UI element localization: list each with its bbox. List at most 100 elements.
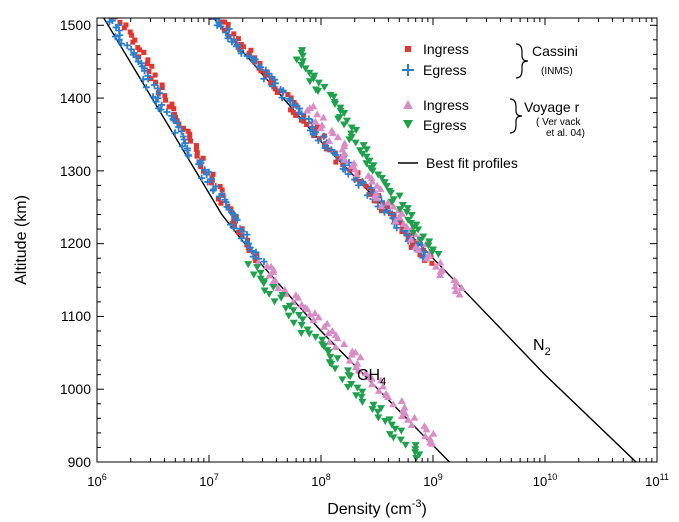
- best-fit-lines: [103, 18, 637, 462]
- voyager-ingress-point: [351, 165, 360, 173]
- cassini-egress-point: [292, 101, 300, 109]
- voyager-egress-point: [326, 353, 335, 361]
- cassini-ingress-point: [274, 89, 280, 95]
- legend-label-voyager-ingress: Ingress: [423, 97, 469, 113]
- legend-group-voyager: Voyage r: [524, 99, 580, 115]
- cassini-egress-point: [106, 18, 114, 26]
- cassini-ingress-point: [285, 92, 291, 98]
- y-tick-label: 1000: [60, 381, 91, 397]
- voyager-ingress-point: [368, 177, 377, 185]
- voyager-ingress-point: [389, 400, 398, 408]
- voyager-ingress-point: [324, 329, 333, 337]
- voyager-ingress-point: [398, 412, 407, 420]
- cassini-ingress-point: [219, 187, 225, 193]
- voyager-egress-point: [351, 139, 360, 147]
- cassini-ingress-point: [258, 68, 264, 74]
- voyager-egress-point: [353, 384, 362, 392]
- voyager-ingress-point: [451, 287, 460, 295]
- cassini-egress-point: [248, 247, 256, 255]
- voyager-egress-point: [320, 84, 329, 92]
- y-tick-label: 1500: [60, 17, 91, 33]
- voyager-egress-point: [292, 56, 301, 64]
- cassini-ingress-point: [141, 49, 147, 55]
- cassini-egress-point: [332, 151, 340, 159]
- voyager-ingress-point: [309, 316, 318, 324]
- voyager-egress-point: [382, 182, 391, 190]
- voyager-ingress-point: [320, 322, 329, 330]
- cassini-egress-point: [215, 193, 223, 201]
- voyager-ingress-point: [457, 283, 466, 291]
- voyager-egress-point: [277, 294, 286, 302]
- voyager-egress-point: [369, 401, 378, 409]
- voyager-ingress-point: [367, 174, 376, 182]
- cassini-egress-point: [257, 63, 265, 71]
- cassini-egress-point: [123, 41, 131, 49]
- voyager-egress-point: [373, 408, 382, 416]
- voyager-ingress-point: [421, 432, 430, 440]
- cassini-ingress-point: [272, 86, 278, 92]
- voyager-egress-point: [356, 147, 365, 155]
- voyager-egress-point: [362, 146, 371, 154]
- voyager-ingress-point: [265, 271, 274, 279]
- voyager-ingress-point: [377, 202, 386, 210]
- cassini-ingress-point: [208, 180, 214, 186]
- cassini-egress-point: [320, 132, 328, 140]
- cassini-ingress-point: [264, 72, 270, 78]
- cassini-ingress-point: [397, 220, 403, 226]
- voyager-egress-point: [368, 167, 377, 175]
- voyager-egress-point: [401, 441, 410, 449]
- cassini-egress-point: [380, 208, 388, 216]
- voyager-egress-point: [380, 179, 389, 187]
- cassini-egress-point: [201, 166, 209, 174]
- x-tick-label: 109: [423, 472, 442, 489]
- voyager-ingress-point: [431, 262, 440, 270]
- voyager-egress-point: [389, 434, 398, 442]
- x-tick-label: 1011: [645, 472, 669, 489]
- cassini-egress-point: [233, 216, 241, 224]
- cassini-ingress-point: [240, 44, 246, 50]
- cassini-egress-point: [286, 97, 294, 105]
- voyager-ingress-point: [328, 129, 337, 137]
- cassini-ingress-point: [413, 239, 419, 245]
- cassini-egress-point: [309, 131, 317, 139]
- voyager-egress-point: [297, 329, 306, 337]
- voyager-ingress-point: [436, 271, 445, 279]
- y-tick-label: 1400: [60, 90, 91, 106]
- cassini-egress-point: [217, 22, 225, 30]
- legend-brace-cassini: [515, 43, 529, 79]
- voyager-ingress-point: [436, 267, 445, 275]
- cassini-egress-point: [117, 40, 125, 48]
- cassini-ingress-point: [301, 112, 307, 118]
- voyager-egress-point: [343, 117, 352, 125]
- voyager-egress-point: [289, 319, 298, 327]
- cassini-egress-point: [228, 38, 236, 46]
- voyager-egress-point: [311, 333, 320, 341]
- legend: Ingress Egress Cassini (INMS) Ingress Eg…: [398, 41, 585, 171]
- cassini-ingress-point: [144, 61, 150, 67]
- voyager-egress-point: [358, 150, 367, 158]
- legend-group-cassini: Cassini: [532, 43, 578, 59]
- voyager-ingress-point: [422, 425, 431, 433]
- cassini-egress-point: [341, 166, 349, 174]
- voyager-ingress-point: [345, 356, 354, 364]
- voyager-egress-point: [376, 405, 385, 413]
- cassini-ingress-point: [112, 18, 118, 20]
- voyager-egress-point: [411, 449, 420, 457]
- voyager-ingress-point: [367, 374, 376, 382]
- voyager-ingress-point: [294, 293, 303, 301]
- cassini-egress-point: [251, 58, 259, 66]
- voyager-ingress-point: [305, 310, 314, 318]
- cassini-egress-point: [175, 123, 183, 131]
- voyager-ingress-point: [331, 342, 340, 350]
- voyager-egress-point: [387, 421, 396, 429]
- cassini-ingress-point: [159, 82, 165, 88]
- voyager-egress-point: [305, 69, 314, 77]
- voyager-egress-point: [428, 248, 437, 256]
- cassini-ingress-point: [188, 138, 194, 144]
- cassini-ingress-point: [228, 206, 234, 212]
- cassini-egress-point: [213, 18, 221, 23]
- y-tick-labels: 900 1000 1100 1200 1300 1400 1500: [60, 17, 91, 470]
- voyager-egress-point: [298, 58, 307, 66]
- voyager-ingress-point: [391, 217, 400, 225]
- cassini-ingress-point: [130, 39, 136, 45]
